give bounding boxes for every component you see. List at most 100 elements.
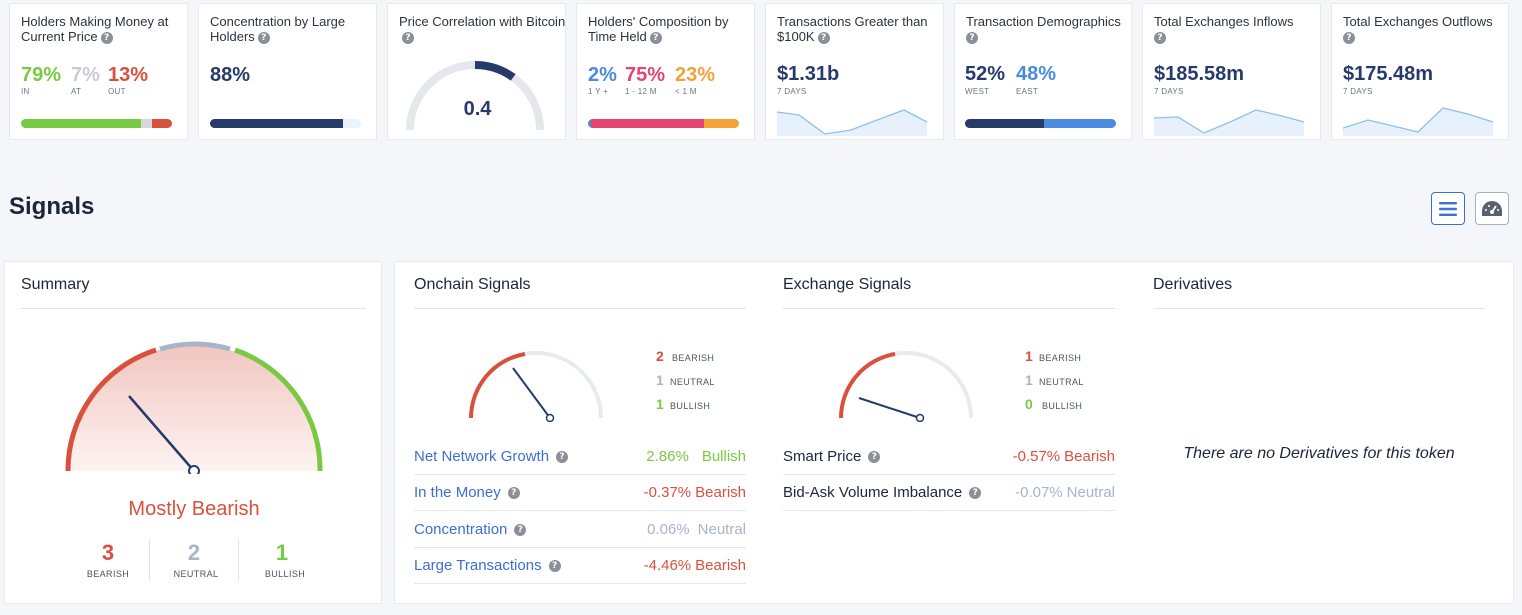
- neutral-label: NEUTRAL: [173, 569, 219, 579]
- card-title: Holders Making Money at Current Price: [21, 14, 169, 44]
- transactions-sparkline: [777, 109, 928, 136]
- speedometer-icon: [1482, 200, 1502, 216]
- demographics-bar: [965, 119, 1116, 128]
- card-title: Total Exchanges Inflows: [1154, 14, 1294, 29]
- signal-verdict: Bearish: [1064, 448, 1115, 465]
- signal-label[interactable]: Concentration: [414, 521, 508, 538]
- out-label: OUT: [108, 87, 126, 96]
- list-icon: [1439, 201, 1457, 216]
- signal-verdict: Neutral: [1066, 484, 1115, 501]
- composition-bar: [588, 119, 739, 128]
- help-icon[interactable]: ?: [969, 486, 982, 499]
- east-label: EAST: [1016, 87, 1039, 96]
- card-exchange-inflows: Total Exchanges Inflows? $185.58m 7 DAYS: [1142, 3, 1321, 140]
- help-icon[interactable]: ?: [649, 31, 662, 44]
- card-holders-composition: Holders' Composition by Time Held? 2% 75…: [576, 3, 755, 140]
- onchain-bullish-label: BULLISH: [670, 401, 711, 411]
- onchain-bearish-label: BEARISH: [672, 353, 715, 363]
- help-icon[interactable]: ?: [507, 486, 520, 499]
- summary-title: Summary: [21, 276, 90, 293]
- help-icon[interactable]: ?: [257, 31, 270, 44]
- card-title: Holders' Composition by Time Held: [588, 14, 729, 44]
- signal-verdict: Bullish: [701, 448, 746, 465]
- signal-label[interactable]: In the Money: [414, 484, 501, 501]
- summary-verdict: Mostly Bearish: [128, 498, 260, 520]
- divider: [783, 308, 1115, 309]
- bullish-count: 1: [275, 540, 289, 565]
- signal-label[interactable]: Net Network Growth: [414, 448, 550, 465]
- signal-label[interactable]: Bid-Ask Volume Imbalance: [783, 484, 963, 501]
- card-concentration: Concentration by Large Holders? 88%: [198, 3, 377, 140]
- help-icon[interactable]: ?: [100, 31, 113, 44]
- help-icon[interactable]: ?: [514, 523, 527, 536]
- derivatives-title: Derivatives: [1153, 276, 1233, 293]
- exchange-bearish-count: 1: [1025, 348, 1033, 364]
- concentration-value: 88%: [210, 64, 251, 86]
- gauge-needle: [858, 397, 921, 419]
- help-icon[interactable]: ?: [1343, 31, 1355, 44]
- card-title: Total Exchanges Outflows: [1343, 14, 1493, 29]
- bullish-label: BULLISH: [264, 569, 306, 579]
- short-term-value: 23%: [675, 64, 716, 86]
- divider: [238, 539, 239, 581]
- list-view-button[interactable]: [1431, 192, 1465, 225]
- exchange-neutral-label: NEUTRAL: [1039, 377, 1084, 387]
- exchange-signal-row[interactable]: Bid-Ask Volume Imbalance? -0.07% Neutral: [783, 475, 1115, 511]
- correlation-gauge: [406, 61, 544, 131]
- bar-fill: [210, 119, 343, 128]
- summary-panel: Summary Mostly Bearish 3 2 1 BEARISH NEU…: [4, 261, 382, 604]
- bar-segment-1-12m: [591, 119, 705, 128]
- exchange-bullish-label: BULLISH: [1042, 401, 1083, 411]
- help-icon[interactable]: ?: [868, 450, 881, 463]
- onchain-neutral-label: NEUTRAL: [670, 377, 715, 387]
- gauge-view-button[interactable]: [1475, 192, 1509, 225]
- signal-value: 2.86%: [646, 448, 689, 465]
- signal-verdict: Bearish: [695, 557, 746, 574]
- card-price-correlation: Price Correlation with Bitcoin? 0.4: [387, 3, 566, 140]
- west-value: 52%: [965, 63, 1006, 85]
- help-icon[interactable]: ?: [817, 31, 830, 44]
- bar-segment-1m: [704, 119, 739, 128]
- inflows-sparkline: [1154, 109, 1305, 136]
- in-value: 79%: [21, 64, 62, 86]
- exchange-bearish-label: BEARISH: [1039, 353, 1082, 363]
- outflows-sparkline: [1343, 107, 1494, 136]
- onchain-signal-row[interactable]: Large Transactions? -4.46% Bearish: [414, 548, 746, 584]
- derivatives-empty-message: There are no Derivatives for this token: [1183, 445, 1455, 462]
- bar-segment-1y: [588, 119, 592, 128]
- money-distribution-bar: [21, 119, 172, 128]
- help-icon[interactable]: ?: [548, 559, 561, 572]
- card-title: Price Correlation with Bitcoin: [399, 14, 566, 29]
- card-title: Transaction Demographics: [966, 14, 1121, 29]
- gauge-needle: [128, 395, 195, 472]
- help-icon[interactable]: ?: [402, 31, 414, 44]
- signal-verdict: Bearish: [695, 484, 746, 501]
- signal-value: -0.07%: [1015, 484, 1063, 501]
- east-value: 48%: [1016, 63, 1057, 85]
- signal-label[interactable]: Smart Price: [783, 448, 862, 465]
- signal-label[interactable]: Large Transactions: [414, 557, 542, 574]
- card-transaction-demographics: Transaction Demographics? 52% 48% WEST E…: [954, 3, 1132, 140]
- gauge-needle: [512, 367, 551, 419]
- period-label: 7 DAYS: [1343, 87, 1373, 96]
- exchange-signal-row[interactable]: Smart Price? -0.57% Bearish: [783, 439, 1115, 475]
- onchain-bearish-count: 2: [656, 348, 664, 364]
- exchange-gauge: [839, 351, 973, 422]
- onchain-signal-row[interactable]: In the Money? -0.37% Bearish: [414, 475, 746, 511]
- exchange-title: Exchange Signals: [783, 276, 912, 293]
- summary-gauge: [65, 341, 323, 474]
- signal-verdict: Neutral: [697, 521, 746, 538]
- onchain-gauge: [469, 351, 603, 422]
- help-icon[interactable]: ?: [556, 450, 569, 463]
- help-icon[interactable]: ?: [1154, 31, 1166, 44]
- signal-value: -0.57%: [1012, 448, 1061, 465]
- help-icon[interactable]: ?: [966, 31, 978, 44]
- signal-value: -4.46%: [643, 557, 692, 574]
- onchain-title: Onchain Signals: [414, 276, 531, 293]
- neutral-count: 2: [187, 540, 201, 565]
- onchain-signal-row[interactable]: Net Network Growth? 2.86% Bullish: [414, 439, 746, 475]
- period-label: 7 DAYS: [777, 87, 807, 96]
- onchain-signal-row[interactable]: Concentration? 0.06% Neutral: [414, 512, 746, 548]
- at-value: 7%: [71, 64, 100, 86]
- onchain-neutral-count: 1: [656, 372, 664, 388]
